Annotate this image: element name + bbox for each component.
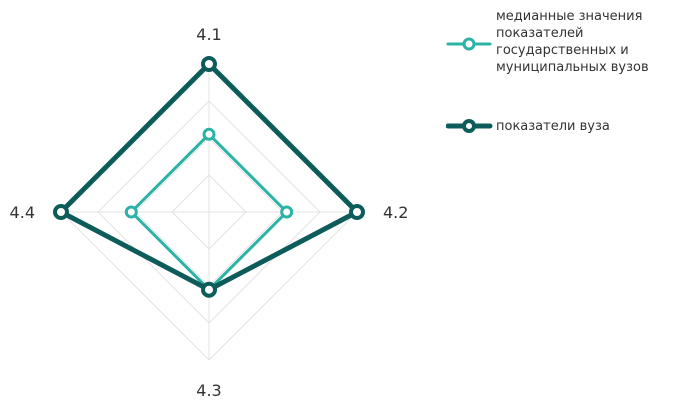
series-point-0 [202, 127, 216, 141]
legend-swatch-university-icon [446, 119, 493, 133]
series-point-1 [53, 204, 69, 220]
chart-legend: медианные значения показателей государст… [446, 8, 692, 135]
series-point-1 [201, 56, 217, 72]
axis-label-layer: 4.1 4.2 4.3 4.4 [10, 25, 409, 400]
axis-label: 4.4 [10, 203, 35, 222]
legend-label-university: показатели вуза [496, 119, 610, 134]
series-point-0 [124, 205, 138, 219]
series-point-1 [349, 204, 365, 220]
series-point-1 [201, 281, 217, 298]
axis-label: 4.1 [196, 25, 221, 44]
legend-item-median[interactable]: медианные значения показателей государст… [446, 8, 692, 76]
axis-label: 4.3 [196, 381, 221, 400]
legend-item-university[interactable]: показатели вуза [446, 118, 692, 135]
legend-swatch-median-icon [446, 37, 492, 51]
axis-label: 4.2 [383, 203, 408, 222]
radar-series-layer [53, 56, 365, 298]
legend-label-median: медианные значения показателей государст… [496, 9, 649, 75]
series-point-0 [280, 205, 294, 219]
radar-grid [60, 63, 358, 361]
